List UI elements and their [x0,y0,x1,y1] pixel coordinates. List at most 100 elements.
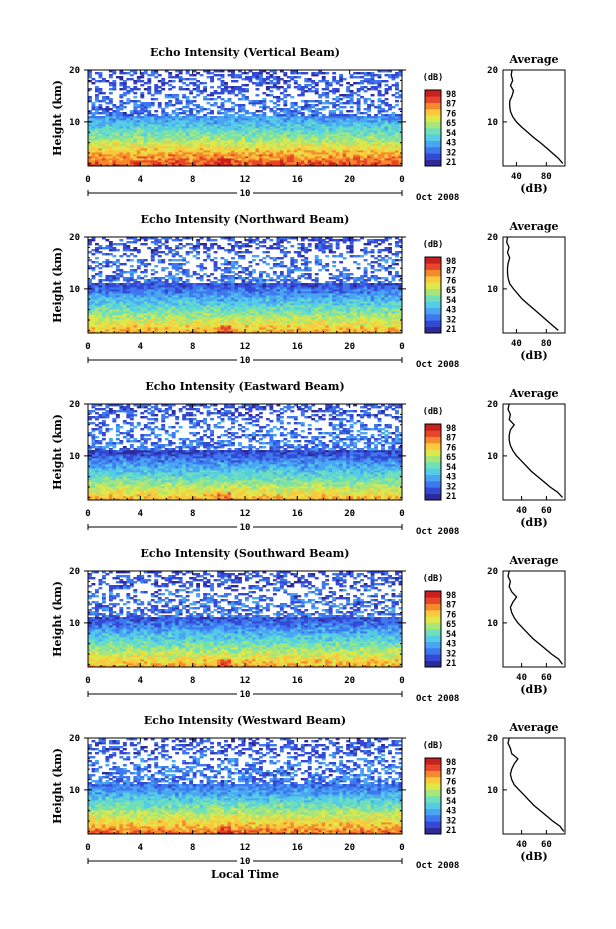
heatmap-cell [238,164,242,167]
heatmap-cell [88,251,92,254]
heatmap-cell [112,120,117,123]
heatmap-cell [129,273,134,276]
heatmap-cell [206,112,211,115]
heatmap-cell [157,325,162,328]
heatmap-cell [196,84,201,87]
heatmap-cell [196,116,201,119]
heatmap-cell [307,156,312,159]
heatmap-cell [395,150,399,153]
heatmap-cell [161,124,166,127]
heatmap-cell [157,74,162,77]
heatmap-cell [136,285,141,288]
heatmap-cell [168,237,173,240]
heatmap-cell [220,82,225,85]
heatmap-cell [342,154,347,157]
heatmap-cell [224,319,228,322]
heatmap-cell [185,110,190,113]
heatmap-cell [220,92,225,95]
heatmap-cell [154,271,159,274]
heatmap-cell [185,327,190,330]
heatmap-cell [245,315,249,318]
heatmap-cell [311,164,316,167]
heatmap-cell [112,287,117,290]
heatmap-cell [136,100,141,103]
heatmap-cell [112,309,117,312]
heatmap-cell [143,305,148,308]
heatmap-cell [88,321,92,324]
heatmap-cell [189,293,194,296]
heatmap-cell [248,251,253,254]
heatmap-cell [133,154,138,157]
heatmap-cell [136,309,141,312]
heatmap-cell [171,104,176,107]
heatmap-cell [189,152,194,155]
heatmap-cell [192,327,197,330]
heatmap-cell [101,311,106,314]
heatmap-cell [164,128,169,131]
heatmap-cell [168,132,173,135]
heatmap-cell [388,132,392,135]
heatmap-cell [384,126,389,129]
heatmap-cell [234,104,239,107]
heatmap-cell [220,309,225,312]
heatmap-cell [272,128,277,131]
heatmap-cell [140,283,145,286]
heatmap-cell [227,122,232,125]
heatmap-cell [251,114,256,117]
heatmap-cell [192,293,197,296]
heatmap-cell [164,289,169,292]
heatmap-cell [98,160,103,163]
heatmap-cell [300,106,305,109]
heatmap-cell [157,255,162,258]
heatmap-cell [332,90,337,93]
heatmap-cell [332,124,337,127]
heatmap-cell [210,309,214,312]
heatmap-cell [248,132,253,135]
heatmap-cell [231,106,235,109]
heatmap-cell [101,112,106,115]
heatmap-cell [384,160,389,163]
heatmap-cell [189,90,194,93]
heatmap-cell [381,142,385,145]
heatmap-cell [192,291,197,294]
heatmap-cell [395,116,399,119]
heatmap-cell [335,96,340,99]
heatmap-cell [356,158,361,161]
heatmap-cell [150,94,155,97]
heatmap-cell [300,132,305,135]
heatmap-cell [377,108,382,111]
heatmap-cell [360,150,365,153]
heatmap-cell [112,323,117,326]
heatmap-cell [213,128,218,131]
heatmap-cell [210,92,214,95]
heatmap-cell [367,128,371,131]
heatmap-cell [161,301,166,304]
heatmap-cell [258,162,263,165]
heatmap-cell [136,297,141,300]
heatmap-cell [182,263,187,266]
heatmap-cell [203,70,208,73]
heatmap-cell [105,110,110,113]
heatmap-cell [98,100,103,103]
heatmap-cell [231,309,235,312]
heatmap-cell [140,140,145,143]
heatmap-cell [384,98,389,101]
heatmap-cell [293,148,298,151]
heatmap-cell [161,130,166,133]
heatmap-cell [115,311,120,314]
heatmap-cell [245,321,249,324]
heatmap-cell [101,110,106,113]
heatmap-cell [349,162,354,165]
heatmap-cell [164,138,169,141]
heatmap-cell [105,247,110,250]
heatmap-cell [133,313,138,316]
heatmap-cell [122,249,127,252]
heatmap-cell [112,118,117,121]
heatmap-cell [119,126,124,129]
heatmap-cell [192,150,197,153]
heatmap-cell [161,152,166,155]
heatmap-cell [115,122,120,125]
heatmap-cell [318,160,323,163]
heatmap-cell [112,126,117,129]
heatmap-cell [136,148,141,151]
